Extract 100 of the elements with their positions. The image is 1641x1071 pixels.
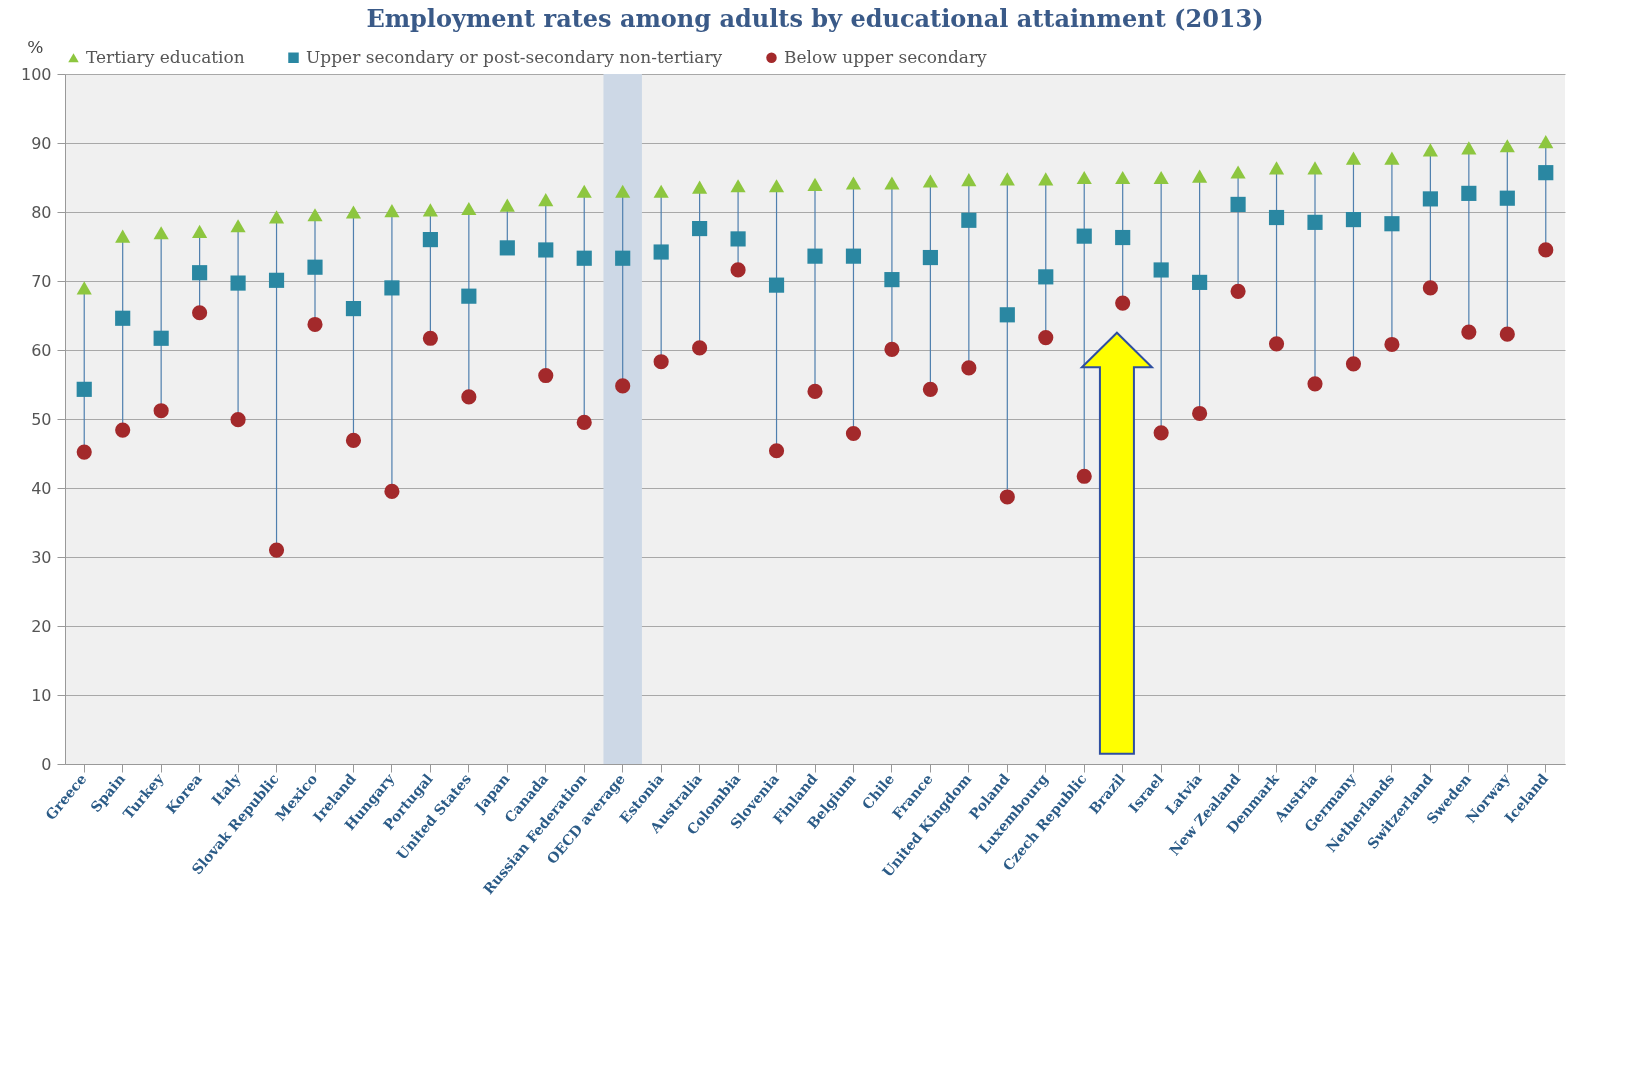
- y-tick-label: 20: [31, 616, 52, 636]
- point: [1499, 190, 1515, 206]
- point: [115, 422, 131, 438]
- point: [1192, 169, 1208, 183]
- point: [76, 381, 92, 397]
- point: [307, 208, 323, 222]
- point: [730, 231, 746, 247]
- point: [1038, 269, 1054, 285]
- point: [692, 180, 708, 194]
- point: [422, 232, 438, 248]
- point: [268, 542, 285, 558]
- point: [1307, 214, 1323, 230]
- point: [461, 201, 477, 216]
- y-tick-label: 40: [31, 478, 52, 498]
- point: [115, 310, 131, 326]
- y-tick-label: 60: [31, 340, 52, 360]
- point: [845, 425, 862, 442]
- point: [1422, 280, 1438, 296]
- point: [1461, 324, 1477, 340]
- point: [538, 242, 554, 258]
- point: [1268, 336, 1285, 352]
- point: [576, 184, 592, 198]
- point: [1345, 356, 1362, 372]
- point: [1499, 326, 1515, 342]
- point: [768, 179, 785, 193]
- point: [1230, 283, 1246, 299]
- point: [1192, 274, 1208, 290]
- point: [153, 330, 169, 346]
- point: [345, 205, 362, 219]
- point: [807, 248, 823, 264]
- point: [1153, 170, 1169, 185]
- point: [76, 281, 92, 295]
- point: [653, 354, 669, 370]
- y-tick-label: 50: [31, 409, 52, 429]
- point: [730, 262, 746, 278]
- point: [961, 212, 977, 228]
- point: [999, 307, 1015, 323]
- point: [922, 249, 938, 266]
- legend-label: Below upper secondary: [784, 46, 988, 67]
- point: [499, 240, 515, 256]
- point: [422, 330, 438, 346]
- point: [307, 316, 323, 333]
- point: [384, 204, 400, 218]
- point: [1268, 161, 1285, 175]
- point: [192, 224, 208, 238]
- y-tick-label: 0: [41, 754, 52, 774]
- point: [153, 403, 169, 419]
- point: [961, 173, 977, 187]
- point: [1230, 165, 1246, 179]
- point: [192, 265, 208, 281]
- point: [1115, 295, 1131, 311]
- y-tick-label: 80: [31, 202, 52, 222]
- y-tick-label: 70: [31, 271, 52, 291]
- point: [422, 203, 438, 217]
- point: [692, 340, 708, 356]
- point: [807, 177, 823, 191]
- point: [1307, 161, 1323, 175]
- point: [845, 248, 862, 264]
- point: [615, 184, 631, 198]
- point: [653, 184, 669, 198]
- point: [999, 172, 1015, 186]
- point: [230, 412, 246, 428]
- point: [1038, 172, 1054, 186]
- y-tick-label: 90: [31, 133, 52, 153]
- point: [730, 179, 746, 193]
- point: [615, 250, 631, 266]
- point: [1422, 191, 1438, 207]
- point: [768, 443, 785, 459]
- point: [1153, 262, 1169, 278]
- point: [499, 198, 515, 212]
- point: [653, 244, 669, 260]
- point: [230, 219, 246, 233]
- point: [576, 250, 592, 266]
- point: [76, 444, 92, 460]
- point: [692, 220, 708, 237]
- point: [807, 383, 823, 399]
- point: [307, 259, 323, 275]
- point: [230, 275, 246, 291]
- point: [884, 176, 900, 190]
- point: [268, 210, 285, 224]
- point: [115, 229, 131, 243]
- point: [884, 272, 900, 288]
- y-axis-title: %: [27, 36, 44, 57]
- point: [384, 280, 400, 296]
- y-tick-label: 30: [31, 547, 52, 567]
- point: [961, 360, 977, 376]
- point: [1461, 185, 1477, 201]
- point: [268, 272, 285, 288]
- point: [1499, 139, 1515, 153]
- point: [922, 381, 938, 397]
- point: [1384, 216, 1400, 232]
- point: [1461, 141, 1477, 155]
- y-tick-label: 100: [20, 64, 52, 84]
- y-tick-label: 10: [31, 685, 52, 705]
- point: [1384, 336, 1400, 353]
- point: [1345, 212, 1362, 228]
- chart-title: Employment rates among adults by educational attainment (2013): [366, 4, 1264, 33]
- legend-label: Upper secondary or post-secondary non-tertiary: [306, 46, 723, 67]
- point: [1153, 425, 1169, 441]
- point: [1268, 209, 1285, 226]
